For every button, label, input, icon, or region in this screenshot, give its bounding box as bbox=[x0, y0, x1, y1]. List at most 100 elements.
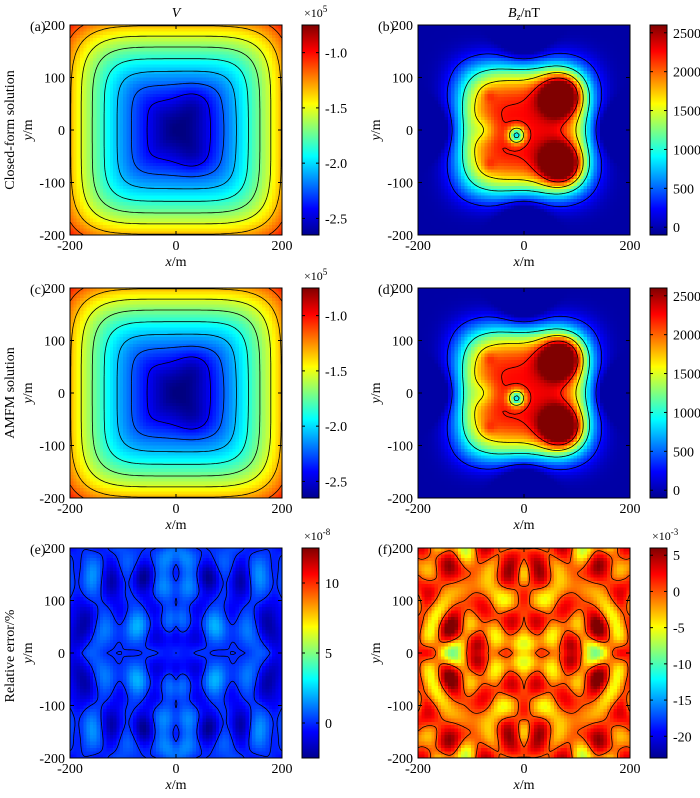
heatmap-cell bbox=[120, 78, 124, 82]
heatmap-cell bbox=[551, 25, 555, 29]
heatmap-cell bbox=[126, 156, 130, 160]
heatmap-cell bbox=[133, 192, 137, 196]
heatmap-cell bbox=[97, 107, 101, 111]
heatmap-cell bbox=[239, 100, 243, 104]
heatmap-cell bbox=[193, 55, 197, 59]
heatmap-cell bbox=[179, 196, 183, 200]
heatmap-cell bbox=[166, 130, 170, 134]
heatmap-cell bbox=[183, 104, 187, 108]
heatmap-cell bbox=[226, 133, 230, 137]
heatmap-cell bbox=[87, 150, 91, 154]
heatmap-cell bbox=[203, 150, 207, 154]
heatmap-cell bbox=[418, 55, 422, 59]
heatmap-cell bbox=[623, 41, 627, 45]
heatmap-cell bbox=[163, 209, 167, 213]
heatmap-cell bbox=[272, 74, 276, 78]
heatmap-cell bbox=[262, 183, 266, 187]
heatmap-cell bbox=[464, 32, 468, 36]
heatmap-cell bbox=[196, 146, 200, 150]
heatmap-cell bbox=[222, 169, 226, 173]
heatmap-cell bbox=[236, 225, 240, 229]
heatmap-cell bbox=[100, 146, 104, 150]
heatmap-cell bbox=[275, 130, 279, 134]
heatmap-cell bbox=[103, 222, 107, 226]
heatmap-cell bbox=[103, 114, 107, 118]
heatmap-cell bbox=[229, 55, 233, 59]
heatmap-cell bbox=[209, 38, 213, 42]
heatmap-cell bbox=[252, 123, 256, 127]
heatmap-cell bbox=[103, 123, 107, 127]
heatmap-cell bbox=[97, 84, 101, 88]
heatmap-cell bbox=[120, 38, 124, 42]
heatmap-cell bbox=[186, 127, 190, 131]
heatmap-cell bbox=[425, 61, 429, 65]
heatmap-cell bbox=[597, 58, 601, 62]
heatmap-cell bbox=[262, 81, 266, 85]
heatmap-cell bbox=[256, 169, 260, 173]
heatmap-cell bbox=[209, 215, 213, 219]
heatmap-cell bbox=[222, 160, 226, 164]
heatmap-cell bbox=[70, 45, 74, 49]
heatmap-cell bbox=[176, 219, 180, 223]
heatmap-cell bbox=[140, 61, 144, 65]
heatmap-cell bbox=[203, 143, 207, 147]
heatmap-cell bbox=[613, 32, 617, 36]
heatmap-cell bbox=[511, 38, 515, 42]
heatmap-cell bbox=[173, 117, 177, 121]
heatmap-cell bbox=[275, 169, 279, 173]
heatmap-cell bbox=[97, 222, 101, 226]
heatmap-cell bbox=[176, 107, 180, 111]
heatmap-cell bbox=[80, 222, 84, 226]
heatmap-cell bbox=[484, 28, 488, 32]
heatmap-cell bbox=[179, 140, 183, 144]
heatmap-cell bbox=[176, 114, 180, 118]
heatmap-cell bbox=[229, 146, 233, 150]
heatmap-cell bbox=[222, 137, 226, 141]
heatmap-cell bbox=[136, 209, 140, 213]
heatmap-cell bbox=[259, 55, 263, 59]
heatmap-cell bbox=[577, 32, 581, 36]
heatmap-cell bbox=[484, 64, 488, 68]
heatmap-cell bbox=[153, 137, 157, 141]
heatmap-cell bbox=[83, 156, 87, 160]
heatmap-cell bbox=[133, 81, 137, 85]
heatmap-cell bbox=[140, 215, 144, 219]
heatmap-cell bbox=[488, 64, 492, 68]
heatmap-cell bbox=[100, 209, 104, 213]
heatmap-cell bbox=[163, 107, 167, 111]
heatmap-cell bbox=[232, 133, 236, 137]
heatmap-cell bbox=[206, 61, 210, 65]
heatmap-cell bbox=[97, 71, 101, 75]
heatmap-cell bbox=[169, 51, 173, 55]
heatmap-cell bbox=[259, 64, 263, 68]
x-tick-label: 200 bbox=[272, 239, 293, 254]
heatmap-cell bbox=[166, 133, 170, 137]
heatmap-cell bbox=[574, 35, 578, 39]
heatmap-cell bbox=[199, 38, 203, 42]
heatmap-cell bbox=[272, 107, 276, 111]
heatmap-cell bbox=[265, 84, 269, 88]
heatmap-cell bbox=[100, 133, 104, 137]
heatmap-cell bbox=[193, 32, 197, 36]
heatmap-cell bbox=[163, 219, 167, 223]
heatmap-cell bbox=[445, 55, 449, 59]
heatmap-cell bbox=[93, 205, 97, 209]
heatmap-cell bbox=[252, 35, 256, 39]
heatmap-cell bbox=[100, 163, 104, 167]
heatmap-cell bbox=[560, 61, 564, 65]
heatmap-cell bbox=[156, 143, 160, 147]
heatmap-cell bbox=[275, 192, 279, 196]
heatmap-cell bbox=[80, 48, 84, 52]
heatmap-cell bbox=[156, 117, 160, 121]
heatmap-cell bbox=[169, 104, 173, 108]
heatmap-cell bbox=[73, 212, 77, 216]
heatmap-cell bbox=[239, 166, 243, 170]
heatmap-cell bbox=[620, 58, 624, 62]
heatmap-cell bbox=[454, 41, 458, 45]
heatmap-cell bbox=[136, 205, 140, 209]
heatmap-cell bbox=[246, 45, 250, 49]
heatmap-cell bbox=[110, 202, 114, 206]
heatmap-cell bbox=[557, 41, 561, 45]
heatmap-cell bbox=[126, 100, 130, 104]
heatmap-cell bbox=[179, 146, 183, 150]
